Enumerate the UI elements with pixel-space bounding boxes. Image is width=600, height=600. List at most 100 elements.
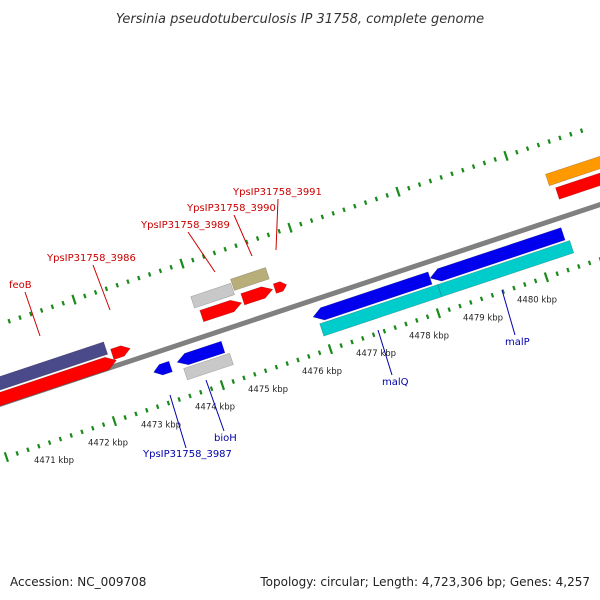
scale-tick xyxy=(299,221,303,227)
scale-tick xyxy=(353,203,357,209)
gene-label: feoB xyxy=(9,280,32,291)
scale-tick xyxy=(58,436,63,442)
scale-label: 4480 kbp xyxy=(517,296,557,306)
scale-tick xyxy=(83,293,87,299)
scale-tick xyxy=(555,271,559,277)
scale-tick xyxy=(104,286,109,292)
scale-tick xyxy=(320,214,325,220)
genome-summary-text: Topology: circular; Length: 4,723,306 bp… xyxy=(259,575,590,589)
scale-tick xyxy=(577,264,581,269)
gene-feature xyxy=(153,360,173,376)
scale-tick xyxy=(458,303,462,309)
scale-tick xyxy=(7,318,11,324)
scale-tick xyxy=(274,364,279,370)
scale-tick xyxy=(450,171,454,177)
scale-tick xyxy=(188,393,192,399)
scale-tick xyxy=(37,443,41,449)
scale-tick xyxy=(285,361,289,366)
scale-tick xyxy=(137,275,141,281)
scale-tick xyxy=(533,278,538,284)
gene-label: YpsIP31758_3990 xyxy=(186,203,276,214)
reverse-scale-ticks xyxy=(3,257,600,463)
scale-tick xyxy=(134,411,138,417)
scale-tick xyxy=(18,315,22,321)
scale-tick xyxy=(490,292,495,298)
scale-tick xyxy=(327,344,334,355)
scale-tick xyxy=(47,440,52,446)
scale-tick xyxy=(296,357,300,363)
scale-tick xyxy=(126,279,130,285)
scale-tick xyxy=(385,192,389,198)
gene-malQ xyxy=(312,271,433,321)
scale-tick xyxy=(123,415,127,420)
scale-tick xyxy=(166,400,171,406)
scale-tick xyxy=(147,272,152,277)
scale-tick xyxy=(277,228,281,234)
scale-tick xyxy=(361,335,365,341)
scale-tick xyxy=(425,314,430,320)
gene-YpsIP31758_3987 xyxy=(176,340,226,366)
scale-tick xyxy=(317,350,322,356)
scale-tick xyxy=(493,156,497,162)
gene-feature xyxy=(0,356,117,407)
scale-tick xyxy=(342,207,346,213)
scale-tick xyxy=(69,433,73,438)
gene-label: malQ xyxy=(382,377,409,388)
scale-labels: 4471 kbp 4472 kbp 4473 kbp 4474 kbp 4475 kbp… xyxy=(34,296,557,467)
scale-tick xyxy=(245,239,249,245)
scale-tick xyxy=(374,196,379,202)
scale-label: 4477 kbp xyxy=(356,349,396,359)
gene-feoB xyxy=(0,341,109,391)
gene-label: YpsIP31758_3991 xyxy=(232,187,322,198)
scale-tick xyxy=(371,332,376,338)
scale-tick xyxy=(177,397,181,402)
scale-tick xyxy=(395,186,401,197)
scale-label: 4479 kbp xyxy=(463,314,503,324)
forward-scale-ticks xyxy=(0,128,584,327)
scale-tick xyxy=(415,317,419,323)
scale-tick xyxy=(242,375,246,381)
scale-tick xyxy=(199,389,203,395)
scale-tick xyxy=(417,182,422,188)
scale-tick xyxy=(512,285,516,291)
scale-tick xyxy=(209,386,214,392)
label-leader-line xyxy=(92,264,111,311)
scale-tick xyxy=(50,304,55,310)
scale-tick xyxy=(158,268,163,274)
scale-tick xyxy=(155,404,160,410)
scale-tick xyxy=(219,380,226,391)
scale-label: 4475 kbp xyxy=(248,385,288,395)
scale-tick xyxy=(39,307,44,313)
scale-tick xyxy=(566,267,570,273)
gene-bioH xyxy=(183,352,234,381)
gene-feature xyxy=(240,286,274,306)
scale-tick xyxy=(331,210,335,216)
scale-tick xyxy=(179,258,185,269)
scale-tick xyxy=(382,328,387,334)
label-leader-line xyxy=(205,379,225,432)
gene-label: YpsIP31758_3986 xyxy=(46,253,136,264)
gene-feature xyxy=(437,240,575,298)
scale-tick xyxy=(501,289,505,295)
gene-label: malP xyxy=(505,337,530,348)
label-leader-line xyxy=(169,394,187,449)
accession-text: Accession: NC_009708 xyxy=(10,575,146,589)
scale-tick xyxy=(558,135,562,141)
scale-tick xyxy=(525,146,530,152)
scale-tick xyxy=(287,222,293,233)
scale-tick xyxy=(145,407,149,413)
scale-tick xyxy=(339,343,343,349)
scale-tick xyxy=(223,246,227,252)
scale-tick xyxy=(101,422,106,428)
gene-feature xyxy=(199,299,243,323)
scale-tick xyxy=(428,178,433,184)
scale-tick xyxy=(115,282,119,288)
scale-tick xyxy=(543,272,550,283)
gene-feature xyxy=(545,155,600,187)
scale-tick xyxy=(234,243,238,249)
scale-tick xyxy=(587,260,592,266)
scale-tick xyxy=(3,451,10,463)
scale-tick xyxy=(569,131,573,137)
scale-label: 4474 kbp xyxy=(195,403,235,413)
